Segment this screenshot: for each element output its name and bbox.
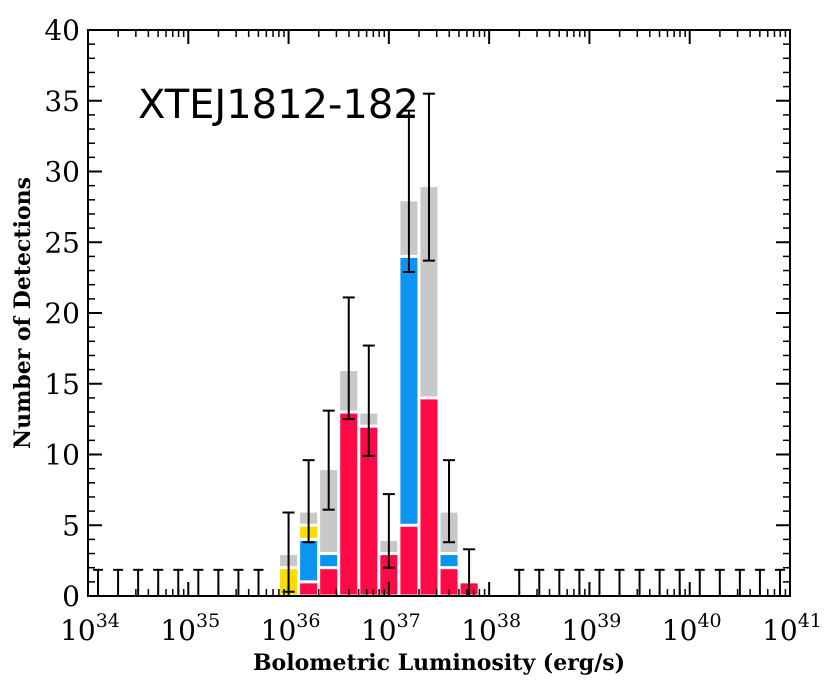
- histogram-bar-segment: [420, 187, 438, 397]
- error-bar: [402, 109, 415, 273]
- histogram-bar-segment: [360, 427, 378, 595]
- upper-limit-marker: [594, 568, 605, 596]
- histogram-bar-segment: [340, 413, 358, 595]
- error-bar: [362, 344, 375, 457]
- histogram-bar-segment: [300, 540, 318, 581]
- error-bar: [302, 459, 315, 544]
- upper-limit-marker: [534, 568, 545, 596]
- x-tick-label: 1036: [261, 610, 321, 647]
- upper-limit-marker: [634, 568, 645, 596]
- upper-limit-marker: [233, 568, 244, 596]
- error-bar: [422, 92, 435, 262]
- error-bar: [382, 493, 395, 569]
- y-tick-label: 0: [62, 580, 80, 613]
- x-tick-label: 1034: [60, 610, 120, 647]
- histogram-bar-segment: [320, 569, 338, 595]
- error-bar: [322, 409, 335, 511]
- y-tick-label: 15: [44, 368, 80, 401]
- histogram-bar-segment: [400, 526, 418, 595]
- histogram-bar-segment: [320, 555, 338, 567]
- x-tick-label: 1037: [361, 610, 421, 647]
- source-name-label: XTEJ1812-182: [138, 82, 419, 128]
- y-tick-label: 10: [44, 439, 80, 472]
- y-tick-label: 25: [44, 226, 80, 259]
- y-axis-label: Number of Detections: [10, 177, 36, 449]
- x-axis-label: Bolometric Luminosity (erg/s): [253, 650, 625, 676]
- histogram-bar-segment: [320, 470, 338, 553]
- error-bar: [443, 459, 456, 544]
- upper-limit-marker: [133, 568, 144, 596]
- upper-limit-marker: [193, 568, 204, 596]
- x-tick-label: 1040: [662, 610, 722, 647]
- histogram-bar-segment: [400, 257, 418, 524]
- histogram-bar-segment: [440, 569, 458, 595]
- upper-limit-marker: [734, 568, 745, 596]
- y-tick-label: 5: [62, 509, 80, 542]
- y-tick-label: 35: [44, 85, 80, 118]
- histogram-bar-segment: [440, 555, 458, 567]
- y-tick-label: 30: [44, 156, 80, 189]
- x-tick-label: 1041: [762, 610, 822, 647]
- upper-limit-marker: [93, 568, 104, 596]
- histogram-bar-segment: [420, 399, 438, 595]
- y-tick-label: 40: [44, 14, 80, 47]
- x-tick-label: 1035: [160, 610, 220, 647]
- histogram-bar-segment: [380, 555, 398, 595]
- upper-limit-marker: [694, 568, 705, 596]
- error-bar: [463, 548, 476, 596]
- x-tick-label: 1038: [461, 610, 521, 647]
- histogram-bar-segment: [300, 583, 318, 595]
- x-tick-label: 1039: [562, 610, 622, 647]
- y-tick-label: 20: [44, 297, 80, 330]
- error-bar: [342, 296, 355, 421]
